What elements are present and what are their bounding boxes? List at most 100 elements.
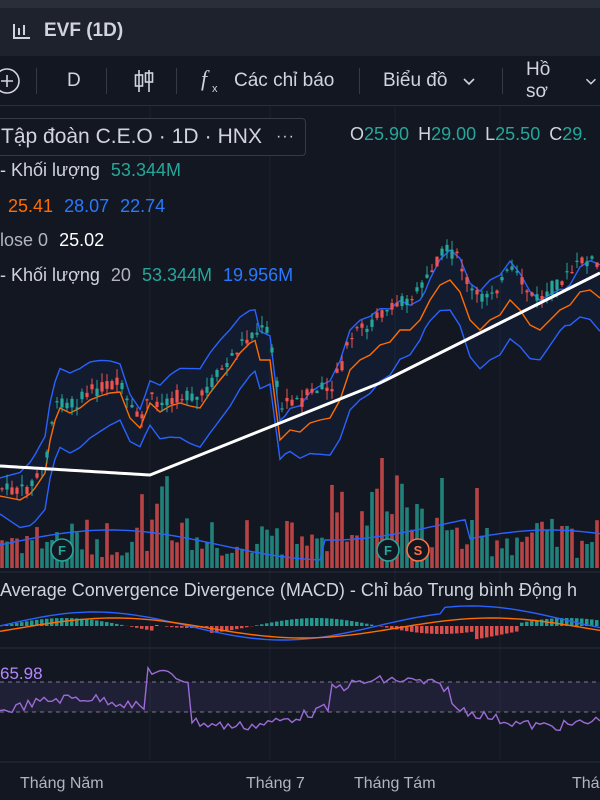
toolbar-separator — [36, 68, 37, 94]
volume-bar — [515, 537, 519, 568]
macd-histogram-bar — [195, 626, 199, 628]
volume-bar — [510, 555, 514, 568]
macd-histogram-bar — [420, 626, 424, 634]
macd-histogram-bar — [70, 618, 74, 626]
macd-histogram-bar — [370, 624, 374, 626]
volume-bar — [530, 532, 534, 568]
candle-body — [135, 411, 139, 417]
volume-bar — [400, 483, 404, 568]
candle-body — [50, 422, 54, 424]
volume-bar — [145, 550, 149, 568]
macd-histogram-bar — [430, 626, 434, 634]
volume-bar — [345, 541, 349, 568]
volume-ma-legend[interactable]: - Khối lượng 20 53.344M 19.956M — [0, 265, 293, 286]
candle-body — [120, 382, 124, 390]
macd-pane — [0, 605, 600, 641]
candle-body — [295, 397, 299, 400]
volume-bar — [550, 518, 554, 568]
volume-bar — [370, 491, 374, 568]
profile-dropdown[interactable]: Hồ sơ — [526, 56, 600, 106]
volume-bar — [570, 528, 574, 568]
candle-body — [155, 401, 159, 407]
macd-histogram-bar — [80, 618, 84, 626]
candle-body — [505, 269, 509, 271]
volume-legend[interactable]: - Khối lượng 53.344M — [0, 160, 181, 181]
candle-body — [595, 262, 599, 267]
volume-bar — [500, 548, 504, 568]
open-label: O — [350, 124, 365, 144]
candle-body — [230, 353, 234, 356]
volume-bar — [290, 522, 294, 568]
candle-body — [190, 393, 194, 401]
macd-histogram-bar — [355, 621, 359, 626]
indicators-button[interactable]: f x Các chỉ báo — [200, 56, 334, 106]
volume-bar — [170, 540, 174, 568]
macd-histogram-bar — [100, 621, 104, 626]
low-label: L — [485, 124, 496, 144]
candle-body — [515, 271, 519, 273]
volume-bar — [555, 546, 559, 568]
candle-body — [165, 398, 169, 406]
volume-bar — [300, 536, 304, 568]
window-titlebar: EVF (1D) — [0, 0, 600, 56]
volume-bar — [565, 525, 569, 568]
macd-histogram-bar — [90, 619, 94, 626]
bb-basis-value: 25.41 — [8, 196, 54, 216]
volume-bar — [0, 540, 4, 568]
symbol-legend[interactable]: Tập đoàn C.E.O · 1D · HNX ··· — [0, 118, 306, 156]
x-axis-label: Tháng Tám — [354, 775, 436, 792]
bollinger-band-lines — [0, 249, 600, 529]
bollinger-legend[interactable]: 25.41 28.07 22.74 — [8, 196, 165, 217]
volume-bar — [475, 488, 479, 568]
ma-legend[interactable]: lose 0 25.02 — [0, 230, 104, 251]
candle-body — [560, 281, 564, 285]
candle-body — [130, 405, 134, 408]
macd-histogram-bar — [435, 626, 439, 634]
candle-body — [275, 380, 279, 387]
macd-histogram-bar — [565, 618, 569, 626]
symbol-timeframe: 1D — [171, 125, 199, 148]
macd-histogram-bar — [245, 626, 249, 628]
add-symbol-button[interactable] — [0, 56, 22, 106]
macd-histogram-bar — [480, 626, 484, 639]
toolbar-separator — [502, 68, 503, 94]
volume-bar — [250, 552, 254, 568]
candle-body — [150, 392, 154, 395]
vol-ma-value-2: 19.956M — [223, 265, 294, 285]
candle-body — [485, 293, 489, 298]
macd-histogram-bar — [425, 626, 429, 634]
volume-bar — [365, 525, 369, 568]
macd-histogram-bar — [415, 626, 419, 633]
volume-bar — [480, 535, 484, 568]
symbol-name: Tập đoàn C.E.O — [1, 125, 153, 148]
candle-body — [340, 361, 344, 371]
macd-histogram-bar — [360, 622, 364, 626]
macd-histogram-bar — [390, 626, 394, 629]
volume-bar — [485, 527, 489, 568]
candle-body — [565, 271, 569, 273]
close-value: 29. — [562, 124, 588, 144]
macd-histogram-bar — [335, 619, 339, 626]
candle-body — [325, 387, 329, 391]
candle-body — [585, 261, 589, 267]
macd-histogram-bar — [150, 626, 154, 631]
volume-bar — [490, 556, 494, 568]
bb-fill-area — [0, 250, 600, 528]
rsi-value: 65.98 — [0, 664, 43, 683]
more-options-icon[interactable]: ··· — [275, 128, 295, 145]
macd-title[interactable]: Average Convergence Divergence (MACD) - … — [0, 580, 577, 600]
macd-histogram-bar — [120, 624, 124, 626]
candle-body — [365, 328, 369, 332]
chart-type-dropdown[interactable]: Biểu đồ — [383, 56, 479, 106]
candle-body — [510, 266, 514, 270]
toolbar-separator — [176, 68, 177, 94]
volume-bar — [135, 527, 139, 568]
candle-body — [525, 290, 529, 293]
candle-body — [215, 370, 219, 377]
candle-type-button[interactable] — [132, 56, 156, 106]
macd-histogram-bar — [75, 618, 79, 626]
volume-ma-line — [0, 518, 600, 561]
interval-button[interactable]: D — [67, 56, 81, 106]
macd-histogram-bar — [465, 626, 469, 633]
